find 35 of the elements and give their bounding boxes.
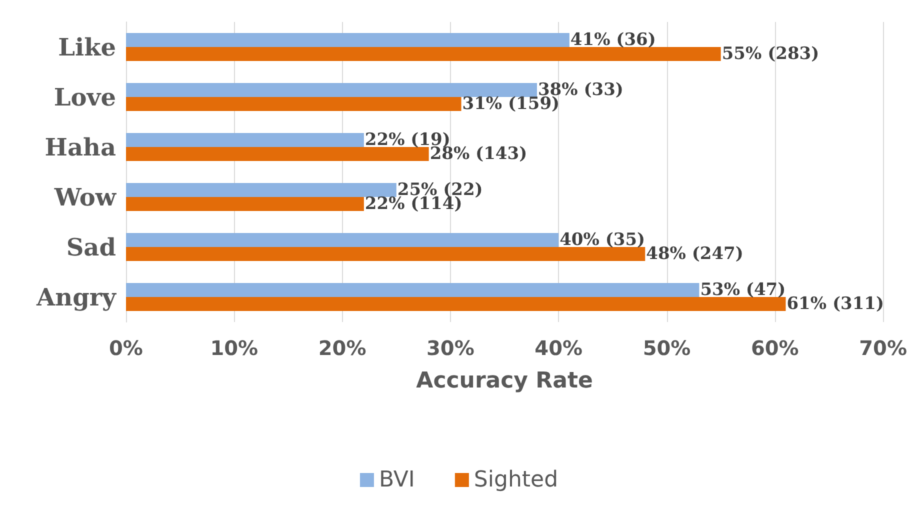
data-label: 55% (283) <box>722 44 820 64</box>
y-tick-label: Love <box>54 82 116 112</box>
bar <box>126 233 559 247</box>
x-tick-label: 0% <box>109 336 143 360</box>
y-tick-label: Wow <box>53 182 118 212</box>
y-tick-label: Like <box>58 32 116 62</box>
bar <box>126 83 537 97</box>
data-label: 40% (35) <box>560 230 646 250</box>
legend-label: Sighted <box>474 468 558 492</box>
data-label: 61% (311) <box>786 294 884 314</box>
data-label: 41% (36) <box>570 30 656 50</box>
bar <box>126 283 700 297</box>
bar <box>126 197 364 211</box>
bar <box>126 97 462 111</box>
bar <box>126 47 721 61</box>
bar <box>126 33 570 47</box>
bar <box>126 183 396 197</box>
x-axis-title: Accuracy Rate <box>416 368 593 394</box>
x-tick-label: 30% <box>426 336 474 360</box>
data-label: 48% (247) <box>646 244 744 264</box>
x-tick-label: 40% <box>534 336 583 360</box>
y-tick-label: Angry <box>36 282 118 312</box>
bar <box>126 133 364 147</box>
legend-label: BVI <box>378 468 415 492</box>
x-tick-label: 10% <box>210 336 258 360</box>
x-tick-label: 20% <box>318 336 366 360</box>
y-tick-label: Sad <box>66 232 116 262</box>
x-tick-label: 50% <box>642 336 691 360</box>
data-label: 53% (47) <box>700 280 786 300</box>
bar <box>126 297 786 311</box>
x-tick-label: 70% <box>859 336 907 360</box>
y-tick-label: Haha <box>44 132 116 162</box>
bar <box>126 147 429 161</box>
bar <box>126 247 646 261</box>
x-tick-label: 60% <box>750 336 799 360</box>
